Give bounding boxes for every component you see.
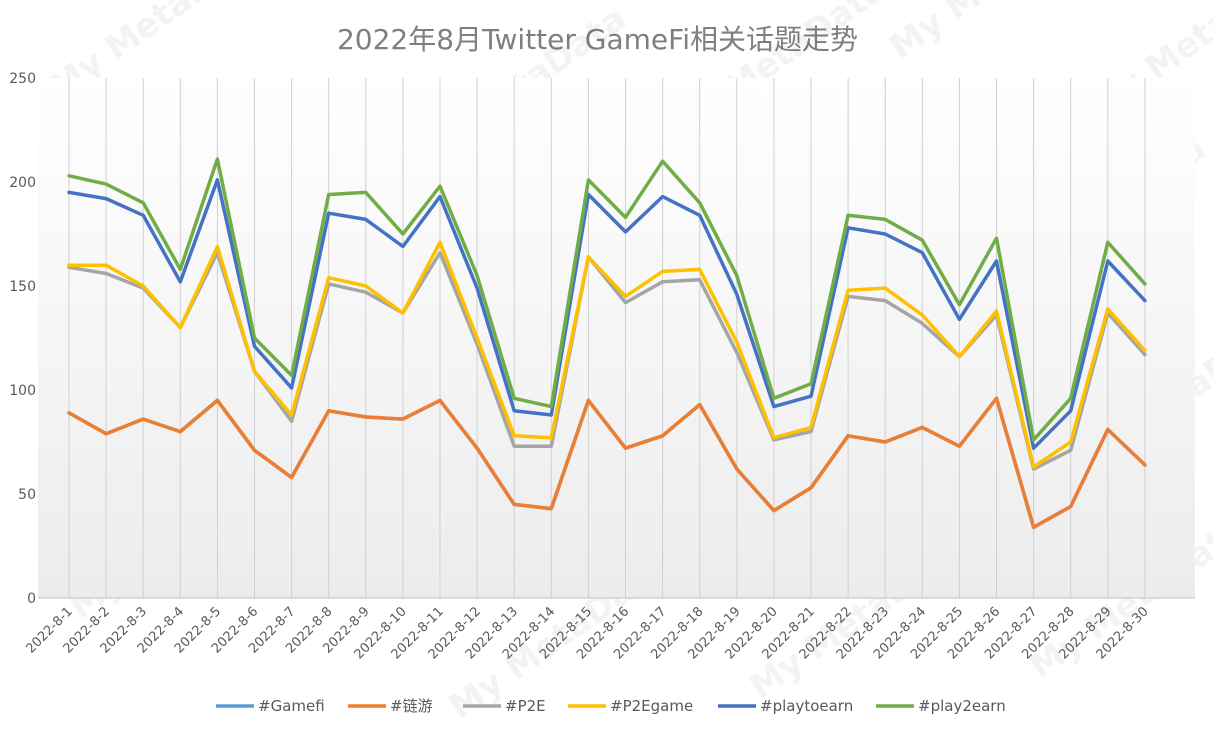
- legend-label: #Gamefi: [258, 697, 325, 715]
- y-tick-label: 0: [27, 591, 36, 607]
- legend-label: #play2earn: [918, 697, 1006, 715]
- legend-label: #P2E: [505, 697, 546, 715]
- y-tick-label: 100: [9, 383, 36, 399]
- series-line-3: [67, 240, 1147, 469]
- y-tick-label: 150: [9, 279, 36, 295]
- series-line-1: [67, 396, 1147, 530]
- plot-background: [38, 78, 1195, 598]
- y-tick-label: 50: [18, 487, 36, 503]
- series-line-4: [67, 178, 1147, 450]
- legend-label: #playtoearn: [760, 697, 853, 715]
- watermark-text: My MetaData: [882, 0, 1113, 67]
- y-tick-label: 250: [9, 71, 36, 87]
- y-tick-label: 200: [9, 175, 36, 191]
- series-line-5: [67, 157, 1147, 442]
- legend-label: #P2Egame: [610, 697, 693, 715]
- chart-title: 2022年8月Twitter GameFi相关话题走势: [336, 23, 859, 56]
- legend-label: #链游: [390, 697, 433, 715]
